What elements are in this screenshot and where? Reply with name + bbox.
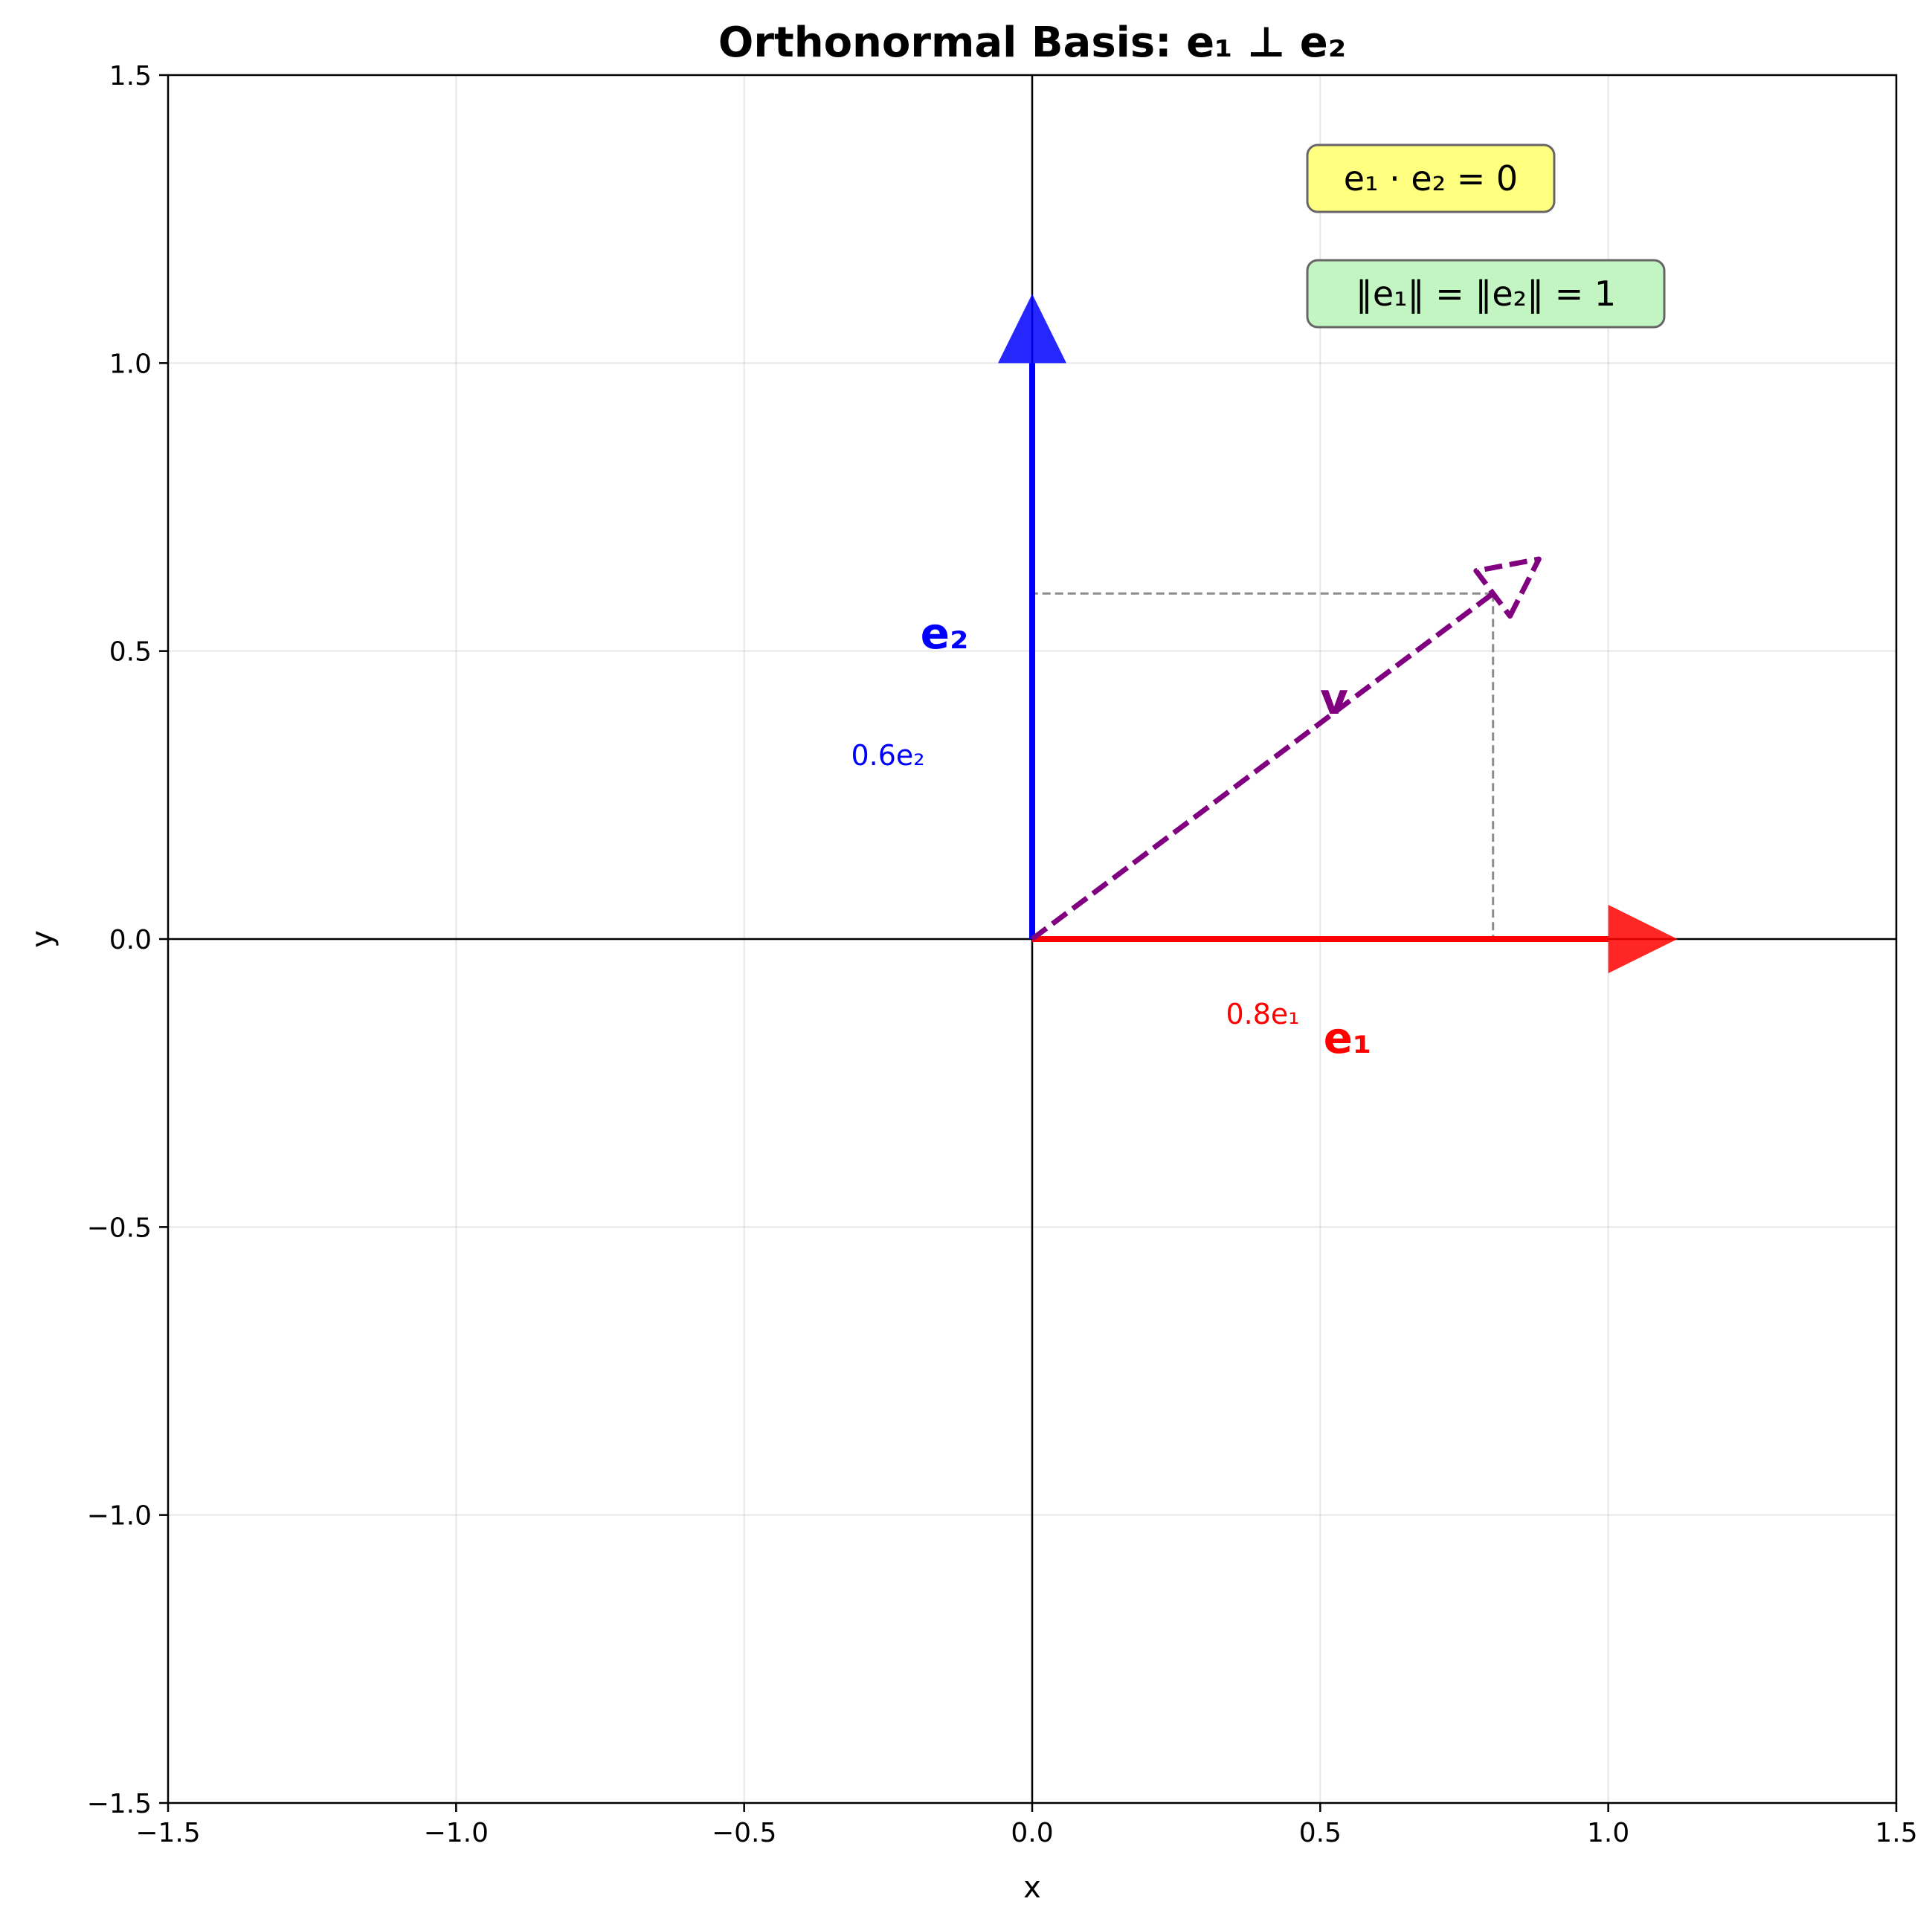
x-tick-label: 1.5 — [1875, 1818, 1917, 1848]
tick-layer: −1.5 −1.0 −0.5 0.0 0.5 1.0 1.5 −1.5 −1.0 −0.5 0.0 0… — [87, 61, 1918, 1848]
y-tick-label: −1.0 — [87, 1501, 152, 1532]
vector-label-e2: e₂ — [921, 608, 969, 659]
y-tick-label: −0.5 — [87, 1213, 152, 1243]
vector-v — [1030, 556, 1542, 941]
vector-layer — [998, 294, 1678, 973]
x-axis-title: x — [1023, 1871, 1041, 1905]
x-tick-label: −0.5 — [712, 1818, 776, 1848]
vector-label-v: v — [1320, 674, 1348, 724]
x-tick-label: 1.0 — [1587, 1818, 1629, 1848]
component-label-e2: 0.6e₂ — [851, 739, 924, 772]
y-tick-label: 0.5 — [109, 637, 152, 668]
vector-shaft — [1030, 591, 1495, 941]
y-tick-label: 1.5 — [109, 61, 152, 91]
dot-product-annotation: e₁ · e₂ = 0 — [1306, 143, 1556, 213]
vector-e2 — [998, 294, 1066, 939]
norm-annotation: ‖e₁‖ = ‖e₂‖ = 1 — [1306, 259, 1666, 329]
vector-arrowhead — [1608, 905, 1678, 973]
y-tick-label: 0.0 — [109, 925, 152, 955]
dot-product-text: e₁ · e₂ = 0 — [1344, 158, 1518, 199]
x-tick-label: −1.0 — [424, 1818, 489, 1848]
y-tick-label: −1.5 — [87, 1789, 152, 1819]
norm-box — [1306, 259, 1666, 329]
component-label-e1: 0.8e₁ — [1226, 998, 1299, 1030]
x-tick-label: 0.0 — [1011, 1818, 1053, 1848]
y-axis-title: y — [25, 930, 59, 948]
vector-e1 — [1032, 905, 1678, 973]
y-tick-label: 1.0 — [109, 349, 152, 379]
chart-title: Orthonormal Basis: e₁ ⊥ e₂ — [718, 19, 1347, 67]
norm-text: ‖e₁‖ = ‖e₂‖ = 1 — [1356, 274, 1616, 315]
vector-label-e1: e₁ — [1324, 1013, 1372, 1063]
dot-product-box — [1306, 143, 1556, 213]
vector-arrowhead — [998, 294, 1066, 364]
vector-arrowhead — [1473, 556, 1542, 619]
x-tick-label: 0.5 — [1299, 1818, 1342, 1848]
x-tick-label: −1.5 — [135, 1818, 200, 1848]
projection-layer — [1032, 592, 1495, 939]
